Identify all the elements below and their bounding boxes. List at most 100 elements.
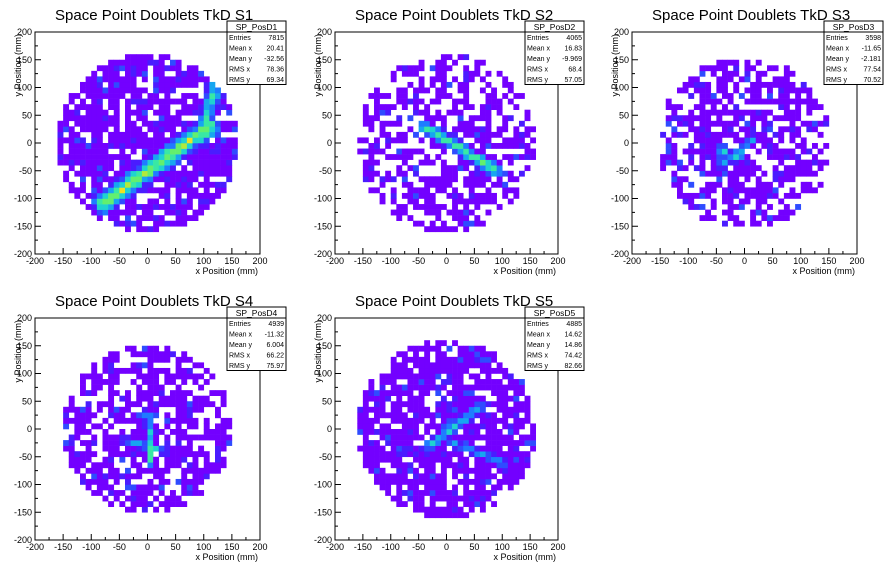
heatmap-bin xyxy=(368,417,375,424)
heatmap-bin xyxy=(164,115,171,122)
heatmap-bin xyxy=(424,490,431,496)
heatmap-bin xyxy=(203,395,210,402)
heatmap-bin xyxy=(722,93,728,99)
heatmap-bin xyxy=(203,379,210,385)
heatmap-bin xyxy=(474,478,481,485)
heatmap-bin xyxy=(446,65,453,72)
heatmap-bin xyxy=(407,192,414,199)
heatmap-bin xyxy=(396,417,403,424)
y-tick-label: 150 xyxy=(317,55,332,65)
heatmap-bin xyxy=(722,76,728,83)
heatmap-bin xyxy=(209,109,216,116)
heatmap-bin xyxy=(186,215,193,221)
heatmap-bin xyxy=(374,395,380,402)
heatmap-bin xyxy=(209,165,216,172)
heatmap-bin xyxy=(108,440,115,446)
heatmap-bin xyxy=(164,451,171,458)
heatmap-bin xyxy=(722,198,728,205)
heatmap-bin xyxy=(722,148,728,155)
heatmap-bin xyxy=(68,181,75,188)
heatmap-bin xyxy=(91,373,98,380)
heatmap-bin xyxy=(390,379,397,385)
heatmap-bin xyxy=(385,473,392,480)
heatmap-bin xyxy=(699,204,706,210)
heatmap-bin xyxy=(733,81,740,88)
heatmap-bin xyxy=(63,170,70,177)
heatmap-bin xyxy=(175,187,182,194)
heatmap-bin xyxy=(181,104,188,110)
heatmap-bin xyxy=(85,109,92,116)
heatmap-bin xyxy=(164,187,171,194)
heatmap-bin xyxy=(390,70,397,77)
heatmap-bin xyxy=(130,187,137,194)
heatmap-bin xyxy=(374,440,380,446)
heatmap-bin xyxy=(738,154,745,160)
heatmap-bin xyxy=(665,143,672,149)
heatmap-bin xyxy=(446,165,453,172)
heatmap-bin xyxy=(113,70,120,77)
heatmap-bin xyxy=(446,93,453,99)
heatmap-bin xyxy=(130,379,137,385)
stats-value: 6.004 xyxy=(266,342,284,349)
heatmap-bin xyxy=(479,412,486,419)
heatmap-bin xyxy=(136,401,143,408)
heatmap-bin xyxy=(130,473,137,480)
heatmap-bin xyxy=(468,395,475,402)
heatmap-bin xyxy=(474,401,481,408)
heatmap-bin xyxy=(181,76,188,83)
heatmap-bin xyxy=(502,395,509,402)
heatmap-bin xyxy=(479,495,486,502)
heatmap-bin xyxy=(96,143,103,149)
heatmap-bin xyxy=(125,451,131,458)
stats-value: 4939 xyxy=(268,321,284,328)
heatmap-bin xyxy=(136,467,143,474)
heatmap-bin xyxy=(418,220,425,227)
y-tick-label: -150 xyxy=(611,221,629,231)
heatmap-bin xyxy=(502,467,509,474)
x-tick-label: -200 xyxy=(623,256,641,266)
heatmap-bin xyxy=(446,417,453,424)
heatmap-bin xyxy=(705,93,712,99)
heatmap-bin xyxy=(727,59,734,66)
heatmap-bin xyxy=(85,93,92,99)
heatmap-bin xyxy=(407,451,414,458)
heatmap-bin xyxy=(479,501,486,507)
heatmap-bin xyxy=(164,467,171,474)
heatmap-bin xyxy=(761,131,768,138)
heatmap-bin xyxy=(113,451,120,458)
heatmap-bin xyxy=(186,70,193,77)
heatmap-bin xyxy=(530,434,537,441)
heatmap-bin xyxy=(479,126,486,133)
heatmap-bin xyxy=(671,148,678,155)
heatmap-bin xyxy=(136,54,143,61)
heatmap-bin xyxy=(457,384,464,391)
heatmap-bin xyxy=(733,220,740,227)
heatmap-bin xyxy=(496,109,503,116)
heatmap-bin xyxy=(502,367,509,374)
heatmap-bin xyxy=(74,406,81,413)
heatmap-bin xyxy=(175,362,182,369)
heatmap-bin xyxy=(767,215,773,221)
heatmap-bin xyxy=(198,126,205,133)
heatmap-bin xyxy=(215,170,221,177)
heatmap-bin xyxy=(186,417,193,424)
heatmap-bin xyxy=(665,159,672,166)
heatmap-bin xyxy=(677,115,683,122)
heatmap-bin xyxy=(192,126,199,133)
heatmap-bin xyxy=(170,131,176,138)
heatmap-bin xyxy=(153,176,160,183)
heatmap-bin xyxy=(716,115,723,122)
heatmap-bin xyxy=(220,98,227,105)
heatmap-bin xyxy=(374,148,380,155)
heatmap-bin xyxy=(429,512,436,519)
heatmap-bin xyxy=(113,154,120,160)
heatmap-bin xyxy=(385,423,392,430)
y-tick-label: -200 xyxy=(14,535,32,545)
heatmap-bin xyxy=(85,87,92,94)
heatmap-bin xyxy=(468,417,475,424)
heatmap-bin xyxy=(130,54,137,61)
heatmap-bin xyxy=(186,148,193,155)
heatmap-bin xyxy=(474,137,481,144)
heatmap-bin xyxy=(457,351,464,358)
heatmap-bin xyxy=(727,187,734,194)
